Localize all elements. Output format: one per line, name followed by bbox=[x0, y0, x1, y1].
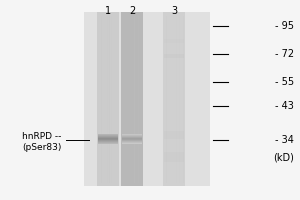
Bar bbox=[98, 142, 118, 143]
Bar bbox=[122, 136, 142, 137]
Bar bbox=[98, 141, 118, 142]
Bar bbox=[164, 152, 184, 162]
Bar bbox=[98, 143, 118, 144]
Bar bbox=[122, 134, 142, 135]
Bar bbox=[163, 12, 185, 186]
Bar bbox=[98, 137, 118, 138]
Bar bbox=[84, 12, 210, 186]
Text: hnRPD --
(pSer83): hnRPD -- (pSer83) bbox=[22, 132, 62, 152]
Bar bbox=[98, 140, 118, 141]
Bar bbox=[98, 135, 118, 136]
Text: - 34: - 34 bbox=[275, 135, 294, 145]
Bar bbox=[97, 12, 119, 186]
Text: 3: 3 bbox=[171, 6, 177, 16]
Text: - 72: - 72 bbox=[275, 49, 294, 59]
Bar bbox=[164, 131, 184, 139]
Text: (kD): (kD) bbox=[273, 153, 294, 163]
Text: - 95: - 95 bbox=[275, 21, 294, 31]
Text: - 55: - 55 bbox=[275, 77, 294, 87]
Bar bbox=[164, 39, 184, 43]
Bar bbox=[98, 139, 118, 140]
Bar bbox=[164, 54, 184, 58]
Text: 2: 2 bbox=[129, 6, 135, 16]
Text: 1: 1 bbox=[105, 6, 111, 16]
Text: - 43: - 43 bbox=[275, 101, 294, 111]
Bar bbox=[122, 138, 142, 139]
Bar bbox=[98, 136, 118, 137]
Bar bbox=[98, 138, 118, 139]
Bar bbox=[122, 137, 142, 138]
Bar bbox=[122, 135, 142, 136]
Bar bbox=[122, 142, 142, 143]
Bar bbox=[98, 134, 118, 135]
Bar bbox=[122, 143, 142, 144]
Bar bbox=[121, 12, 143, 186]
Bar bbox=[122, 140, 142, 141]
Bar bbox=[122, 139, 142, 140]
Bar bbox=[122, 141, 142, 142]
